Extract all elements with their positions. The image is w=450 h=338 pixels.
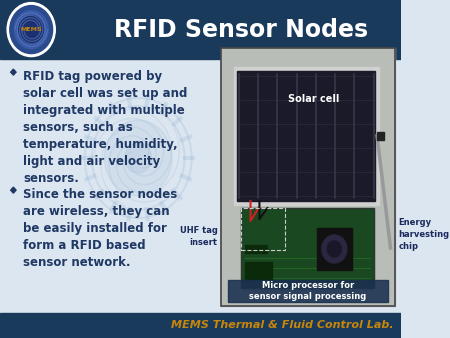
Circle shape bbox=[14, 10, 48, 49]
Text: Energy
harvesting
chip: Energy harvesting chip bbox=[399, 218, 450, 250]
Circle shape bbox=[327, 241, 342, 257]
Circle shape bbox=[104, 120, 172, 196]
Text: Since the sensor nodes
are wireless, they can
be easily installed for
form a RFI: Since the sensor nodes are wireless, the… bbox=[23, 188, 177, 269]
Text: MEMS: MEMS bbox=[20, 27, 42, 32]
Bar bbox=[221, 48, 395, 306]
Bar bbox=[228, 280, 388, 302]
Bar bbox=[234, 67, 379, 205]
Bar bbox=[245, 245, 267, 253]
Text: RFID tag powered by
solar cell was set up and
integrated with multiple
sensors, : RFID tag powered by solar cell was set u… bbox=[23, 70, 188, 185]
Bar bbox=[221, 48, 395, 306]
Circle shape bbox=[322, 235, 347, 263]
Text: MEMS Thermal & Fluid Control Lab.: MEMS Thermal & Fluid Control Lab. bbox=[171, 320, 394, 330]
Polygon shape bbox=[11, 69, 16, 75]
Bar bbox=[241, 208, 374, 288]
Bar bbox=[237, 71, 375, 201]
Circle shape bbox=[19, 16, 44, 44]
Circle shape bbox=[10, 5, 53, 54]
Polygon shape bbox=[11, 187, 16, 193]
Bar bbox=[316, 228, 352, 270]
Bar bbox=[377, 132, 384, 140]
Text: Solar cell: Solar cell bbox=[288, 94, 339, 104]
Bar bbox=[245, 262, 272, 280]
Text: Micro processor for
sensor signal processing: Micro processor for sensor signal proces… bbox=[249, 281, 367, 301]
Circle shape bbox=[125, 143, 152, 173]
Text: UHF tag
insert: UHF tag insert bbox=[180, 226, 217, 247]
Bar bbox=[241, 208, 374, 288]
Bar bbox=[0, 0, 401, 59]
Circle shape bbox=[7, 3, 55, 56]
Bar bbox=[241, 208, 285, 250]
Bar bbox=[0, 313, 401, 338]
Text: RFID Sensor Nodes: RFID Sensor Nodes bbox=[114, 18, 368, 42]
